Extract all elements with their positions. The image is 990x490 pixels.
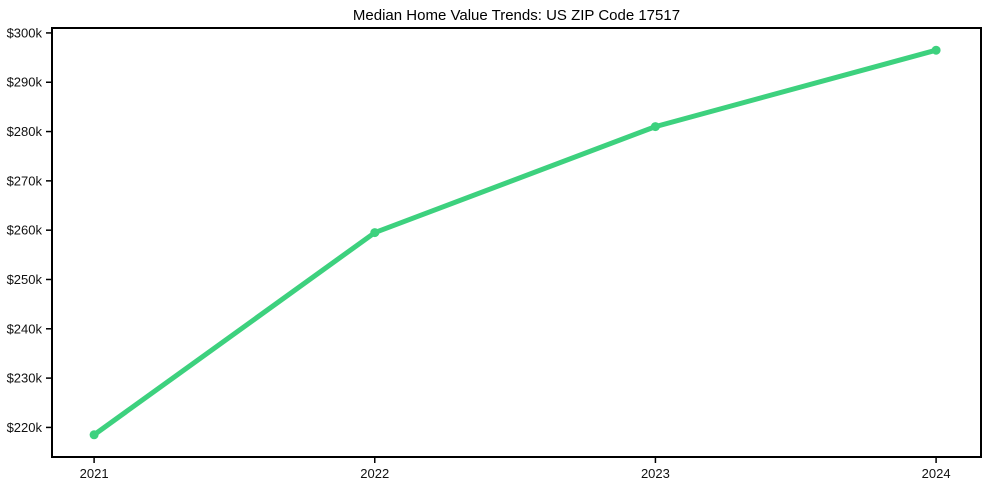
trend-line bbox=[91, 47, 939, 438]
y-axis-tick-label: $240k bbox=[7, 321, 43, 336]
y-axis-tick-label: $290k bbox=[7, 75, 43, 90]
data-point-marker bbox=[89, 430, 99, 440]
plot-frame bbox=[51, 27, 982, 458]
data-point-marker bbox=[650, 122, 660, 132]
x-axis-tick-label: 2024 bbox=[922, 466, 951, 481]
y-axis-tick-label: $300k bbox=[7, 25, 43, 40]
x-axis-tick-label: 2022 bbox=[360, 466, 389, 481]
x-axis-tick-label: 2021 bbox=[80, 466, 109, 481]
y-axis-tick-label: $250k bbox=[7, 272, 43, 287]
y-axis-tick-label: $280k bbox=[7, 124, 43, 139]
y-axis-tick-label: $270k bbox=[7, 173, 43, 188]
y-axis-tick-label: $260k bbox=[7, 223, 43, 238]
y-axis-tick-label: $220k bbox=[7, 420, 43, 435]
y-axis-tick-label: $230k bbox=[7, 371, 43, 386]
chart-title: Median Home Value Trends: US ZIP Code 17… bbox=[352, 7, 681, 24]
x-axis-tick-label: 2023 bbox=[641, 466, 670, 481]
data-point-marker bbox=[370, 228, 380, 238]
data-point-marker bbox=[931, 45, 941, 55]
